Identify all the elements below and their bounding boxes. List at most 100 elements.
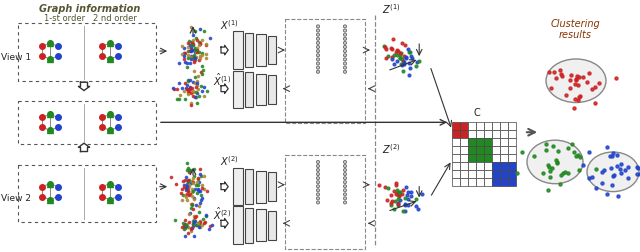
- Text: $Z^{(2)}$: $Z^{(2)}$: [382, 142, 401, 155]
- Circle shape: [316, 63, 319, 66]
- Bar: [484, 123, 492, 131]
- Circle shape: [316, 50, 319, 53]
- Bar: [492, 154, 500, 162]
- Bar: [460, 146, 468, 154]
- Bar: [476, 123, 484, 131]
- Bar: [508, 146, 516, 154]
- Circle shape: [344, 26, 347, 29]
- Circle shape: [316, 169, 319, 172]
- Bar: [508, 131, 516, 139]
- Bar: [460, 170, 468, 178]
- Bar: [268, 37, 276, 65]
- Bar: [508, 170, 516, 178]
- Bar: [476, 139, 484, 146]
- Circle shape: [316, 38, 319, 41]
- Bar: [245, 208, 253, 243]
- Text: View 2: View 2: [1, 193, 31, 202]
- Bar: [468, 123, 476, 131]
- Polygon shape: [79, 144, 90, 152]
- Bar: [476, 170, 484, 178]
- Circle shape: [316, 185, 319, 188]
- Bar: [476, 146, 484, 154]
- Bar: [492, 178, 500, 186]
- Bar: [268, 211, 276, 240]
- Bar: [500, 131, 508, 139]
- Bar: [452, 131, 460, 139]
- Bar: [476, 154, 484, 162]
- Bar: [484, 139, 492, 146]
- Circle shape: [344, 185, 346, 188]
- Bar: [508, 162, 516, 170]
- Bar: [460, 154, 468, 162]
- Bar: [233, 72, 243, 109]
- Circle shape: [316, 71, 319, 74]
- Circle shape: [344, 54, 347, 58]
- Circle shape: [316, 161, 319, 164]
- Bar: [18, 101, 156, 145]
- Circle shape: [316, 67, 319, 70]
- Bar: [476, 131, 484, 139]
- Bar: [484, 162, 492, 170]
- Circle shape: [344, 173, 346, 176]
- Circle shape: [316, 201, 319, 204]
- Circle shape: [344, 165, 346, 168]
- Bar: [452, 170, 460, 178]
- Bar: [484, 170, 492, 178]
- Bar: [484, 146, 492, 154]
- Circle shape: [344, 46, 347, 49]
- Bar: [256, 35, 266, 67]
- Text: $\hat{X}^{(1)}$: $\hat{X}^{(1)}$: [213, 71, 231, 87]
- Text: $Z^{(1)}$: $Z^{(1)}$: [382, 3, 401, 16]
- Bar: [484, 154, 492, 162]
- Bar: [468, 178, 476, 186]
- Ellipse shape: [527, 141, 583, 184]
- Bar: [500, 139, 508, 146]
- Bar: [233, 207, 243, 244]
- Circle shape: [316, 58, 319, 62]
- Circle shape: [344, 193, 346, 196]
- Text: $X^{(1)}$: $X^{(1)}$: [220, 18, 239, 32]
- Circle shape: [316, 34, 319, 37]
- Circle shape: [344, 58, 347, 62]
- Circle shape: [344, 169, 346, 172]
- Circle shape: [344, 181, 346, 184]
- Bar: [245, 73, 253, 108]
- Bar: [460, 131, 468, 139]
- Bar: [460, 123, 468, 131]
- Polygon shape: [79, 83, 90, 91]
- Polygon shape: [221, 182, 228, 192]
- Circle shape: [344, 201, 346, 204]
- Bar: [484, 131, 492, 139]
- Bar: [492, 131, 500, 139]
- Bar: [500, 146, 508, 154]
- Bar: [233, 168, 243, 206]
- Circle shape: [316, 181, 319, 184]
- Bar: [468, 154, 476, 162]
- Circle shape: [344, 42, 347, 45]
- Bar: [452, 154, 460, 162]
- Circle shape: [344, 71, 347, 74]
- Circle shape: [316, 193, 319, 196]
- Polygon shape: [221, 46, 228, 56]
- Bar: [256, 210, 266, 241]
- Bar: [500, 170, 508, 178]
- Bar: [285, 20, 365, 124]
- Circle shape: [316, 173, 319, 176]
- Bar: [492, 170, 500, 178]
- Bar: [285, 155, 365, 249]
- Text: $X^{(2)}$: $X^{(2)}$: [220, 153, 239, 167]
- Text: C: C: [473, 108, 480, 118]
- Circle shape: [316, 30, 319, 33]
- Circle shape: [344, 30, 347, 33]
- Circle shape: [344, 50, 347, 53]
- Bar: [18, 24, 156, 81]
- Circle shape: [344, 161, 346, 164]
- Text: 1-st order   2 nd order: 1-st order 2 nd order: [44, 14, 136, 23]
- Bar: [245, 34, 253, 68]
- Bar: [500, 154, 508, 162]
- Polygon shape: [221, 219, 228, 228]
- Bar: [492, 146, 500, 154]
- Text: $\hat{X}^{(2)}$: $\hat{X}^{(2)}$: [213, 205, 231, 222]
- Bar: [476, 178, 484, 186]
- Polygon shape: [221, 85, 228, 94]
